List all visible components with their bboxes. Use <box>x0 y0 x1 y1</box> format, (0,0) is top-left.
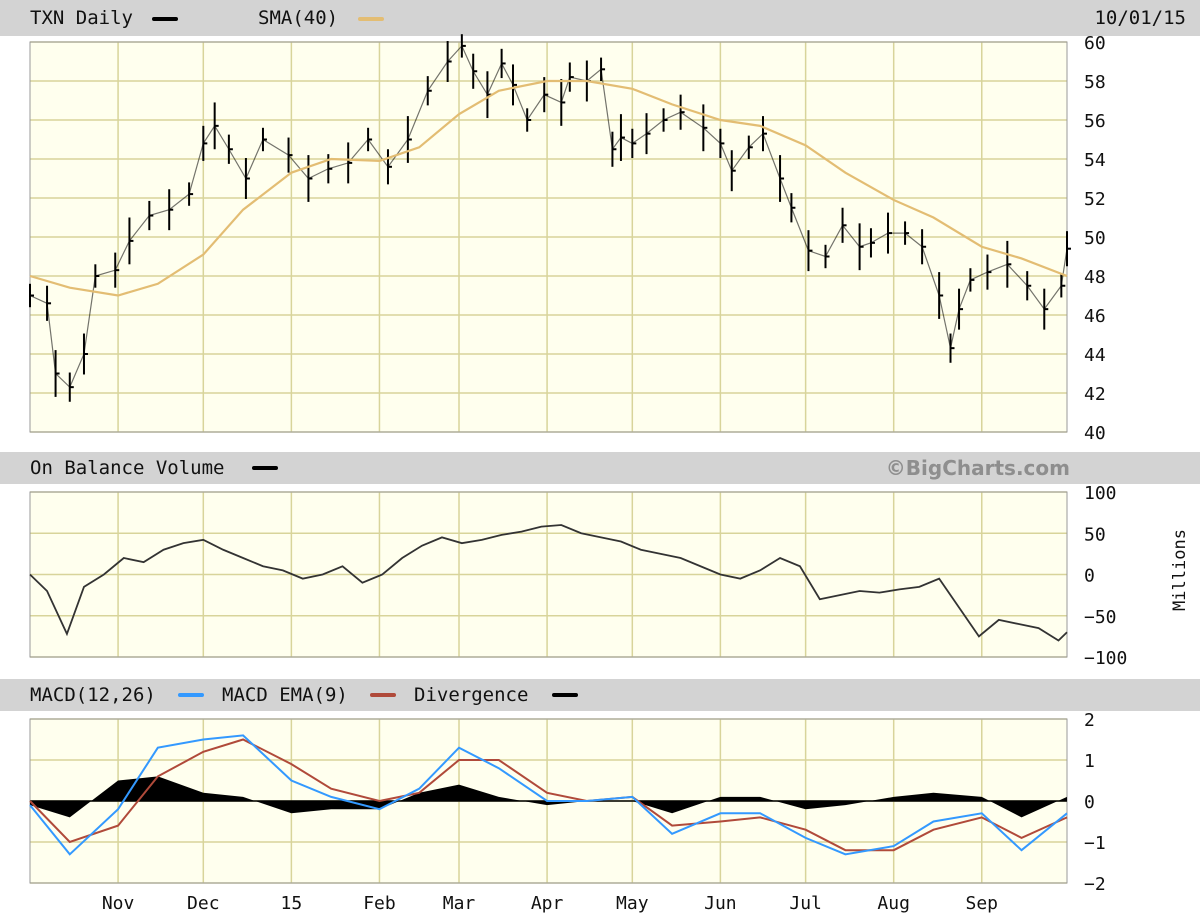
sma-line <box>29 79 1068 297</box>
obv-ytick-label-3: 50 <box>1084 524 1106 545</box>
price-ytick-label-8: 56 <box>1084 111 1106 132</box>
price-ytick-label-1: 42 <box>1084 384 1106 405</box>
macd-ytick-label-2: 0 <box>1084 792 1095 813</box>
macd-header-strip: MACD(12,26) MACD EMA(9) Divergence <box>0 679 1200 711</box>
price-ytick-label-3: 46 <box>1084 306 1106 327</box>
macd-ytick-label-4: 2 <box>1084 710 1095 731</box>
price-trace <box>29 44 1068 389</box>
obv-ytick-label-0: −100 <box>1084 648 1127 669</box>
xtick-label-10: Sep <box>966 893 999 914</box>
chart-date: 10/01/15 <box>1094 7 1186 29</box>
obv-ytick-label-2: 0 <box>1084 566 1095 587</box>
price-ytick-label-4: 48 <box>1084 267 1106 288</box>
price-ytick-label-6: 52 <box>1084 189 1106 210</box>
price-ytick-label-9: 58 <box>1084 72 1106 93</box>
divergence-histogram <box>30 776 1067 818</box>
bigcharts-brand: ©BigCharts.com <box>885 456 1070 480</box>
price-ytick-label-7: 54 <box>1084 150 1106 171</box>
xtick-label-8: Jul <box>789 893 822 914</box>
ticker-legend-swatch <box>152 17 178 21</box>
macd-ema-legend-swatch <box>370 693 396 697</box>
obv-line <box>29 524 1068 642</box>
price-ytick-label-5: 50 <box>1084 228 1106 249</box>
xtick-label-6: May <box>616 893 649 914</box>
obv-ytick-label-4: 100 <box>1084 483 1117 504</box>
xtick-label-0: Nov <box>102 893 135 914</box>
macd-legend-label: MACD(12,26) <box>30 684 156 706</box>
macd-ema-line <box>29 738 1068 852</box>
sma-legend-label: SMA(40) <box>258 7 339 29</box>
macd-ytick-label-0: −2 <box>1084 874 1106 895</box>
ticker-legend-label: TXN Daily <box>30 7 133 29</box>
price-ytick-label-0: 40 <box>1084 423 1106 444</box>
macd-ytick-label-3: 1 <box>1084 751 1095 772</box>
macd-ema-legend-label: MACD EMA(9) <box>222 684 348 706</box>
obv-ytick-label-1: −50 <box>1084 607 1117 628</box>
price-ytick-label-10: 60 <box>1084 33 1106 54</box>
obv-legend-swatch <box>252 466 278 470</box>
obv-legend-label: On Balance Volume <box>30 457 225 479</box>
xtick-label-4: Mar <box>443 893 476 914</box>
obv-header-strip: On Balance Volume <box>0 452 1200 484</box>
divergence-legend-swatch <box>552 693 578 697</box>
macd-line <box>29 734 1068 856</box>
macd-ytick-label-1: −1 <box>1084 833 1106 854</box>
price-header-strip: TXN Daily SMA(40) 10/01/15 <box>0 0 1200 36</box>
price-ytick-label-2: 44 <box>1084 345 1106 366</box>
xtick-label-2: 15 <box>281 893 303 914</box>
xtick-label-9: Aug <box>877 893 910 914</box>
xtick-label-5: Apr <box>531 893 564 914</box>
macd-legend-swatch <box>178 693 204 697</box>
xtick-label-1: Dec <box>187 893 220 914</box>
xtick-label-3: Feb <box>363 893 396 914</box>
sma-legend-swatch <box>358 17 384 21</box>
divergence-legend-label: Divergence <box>414 684 529 706</box>
xtick-label-7: Jun <box>704 893 737 914</box>
